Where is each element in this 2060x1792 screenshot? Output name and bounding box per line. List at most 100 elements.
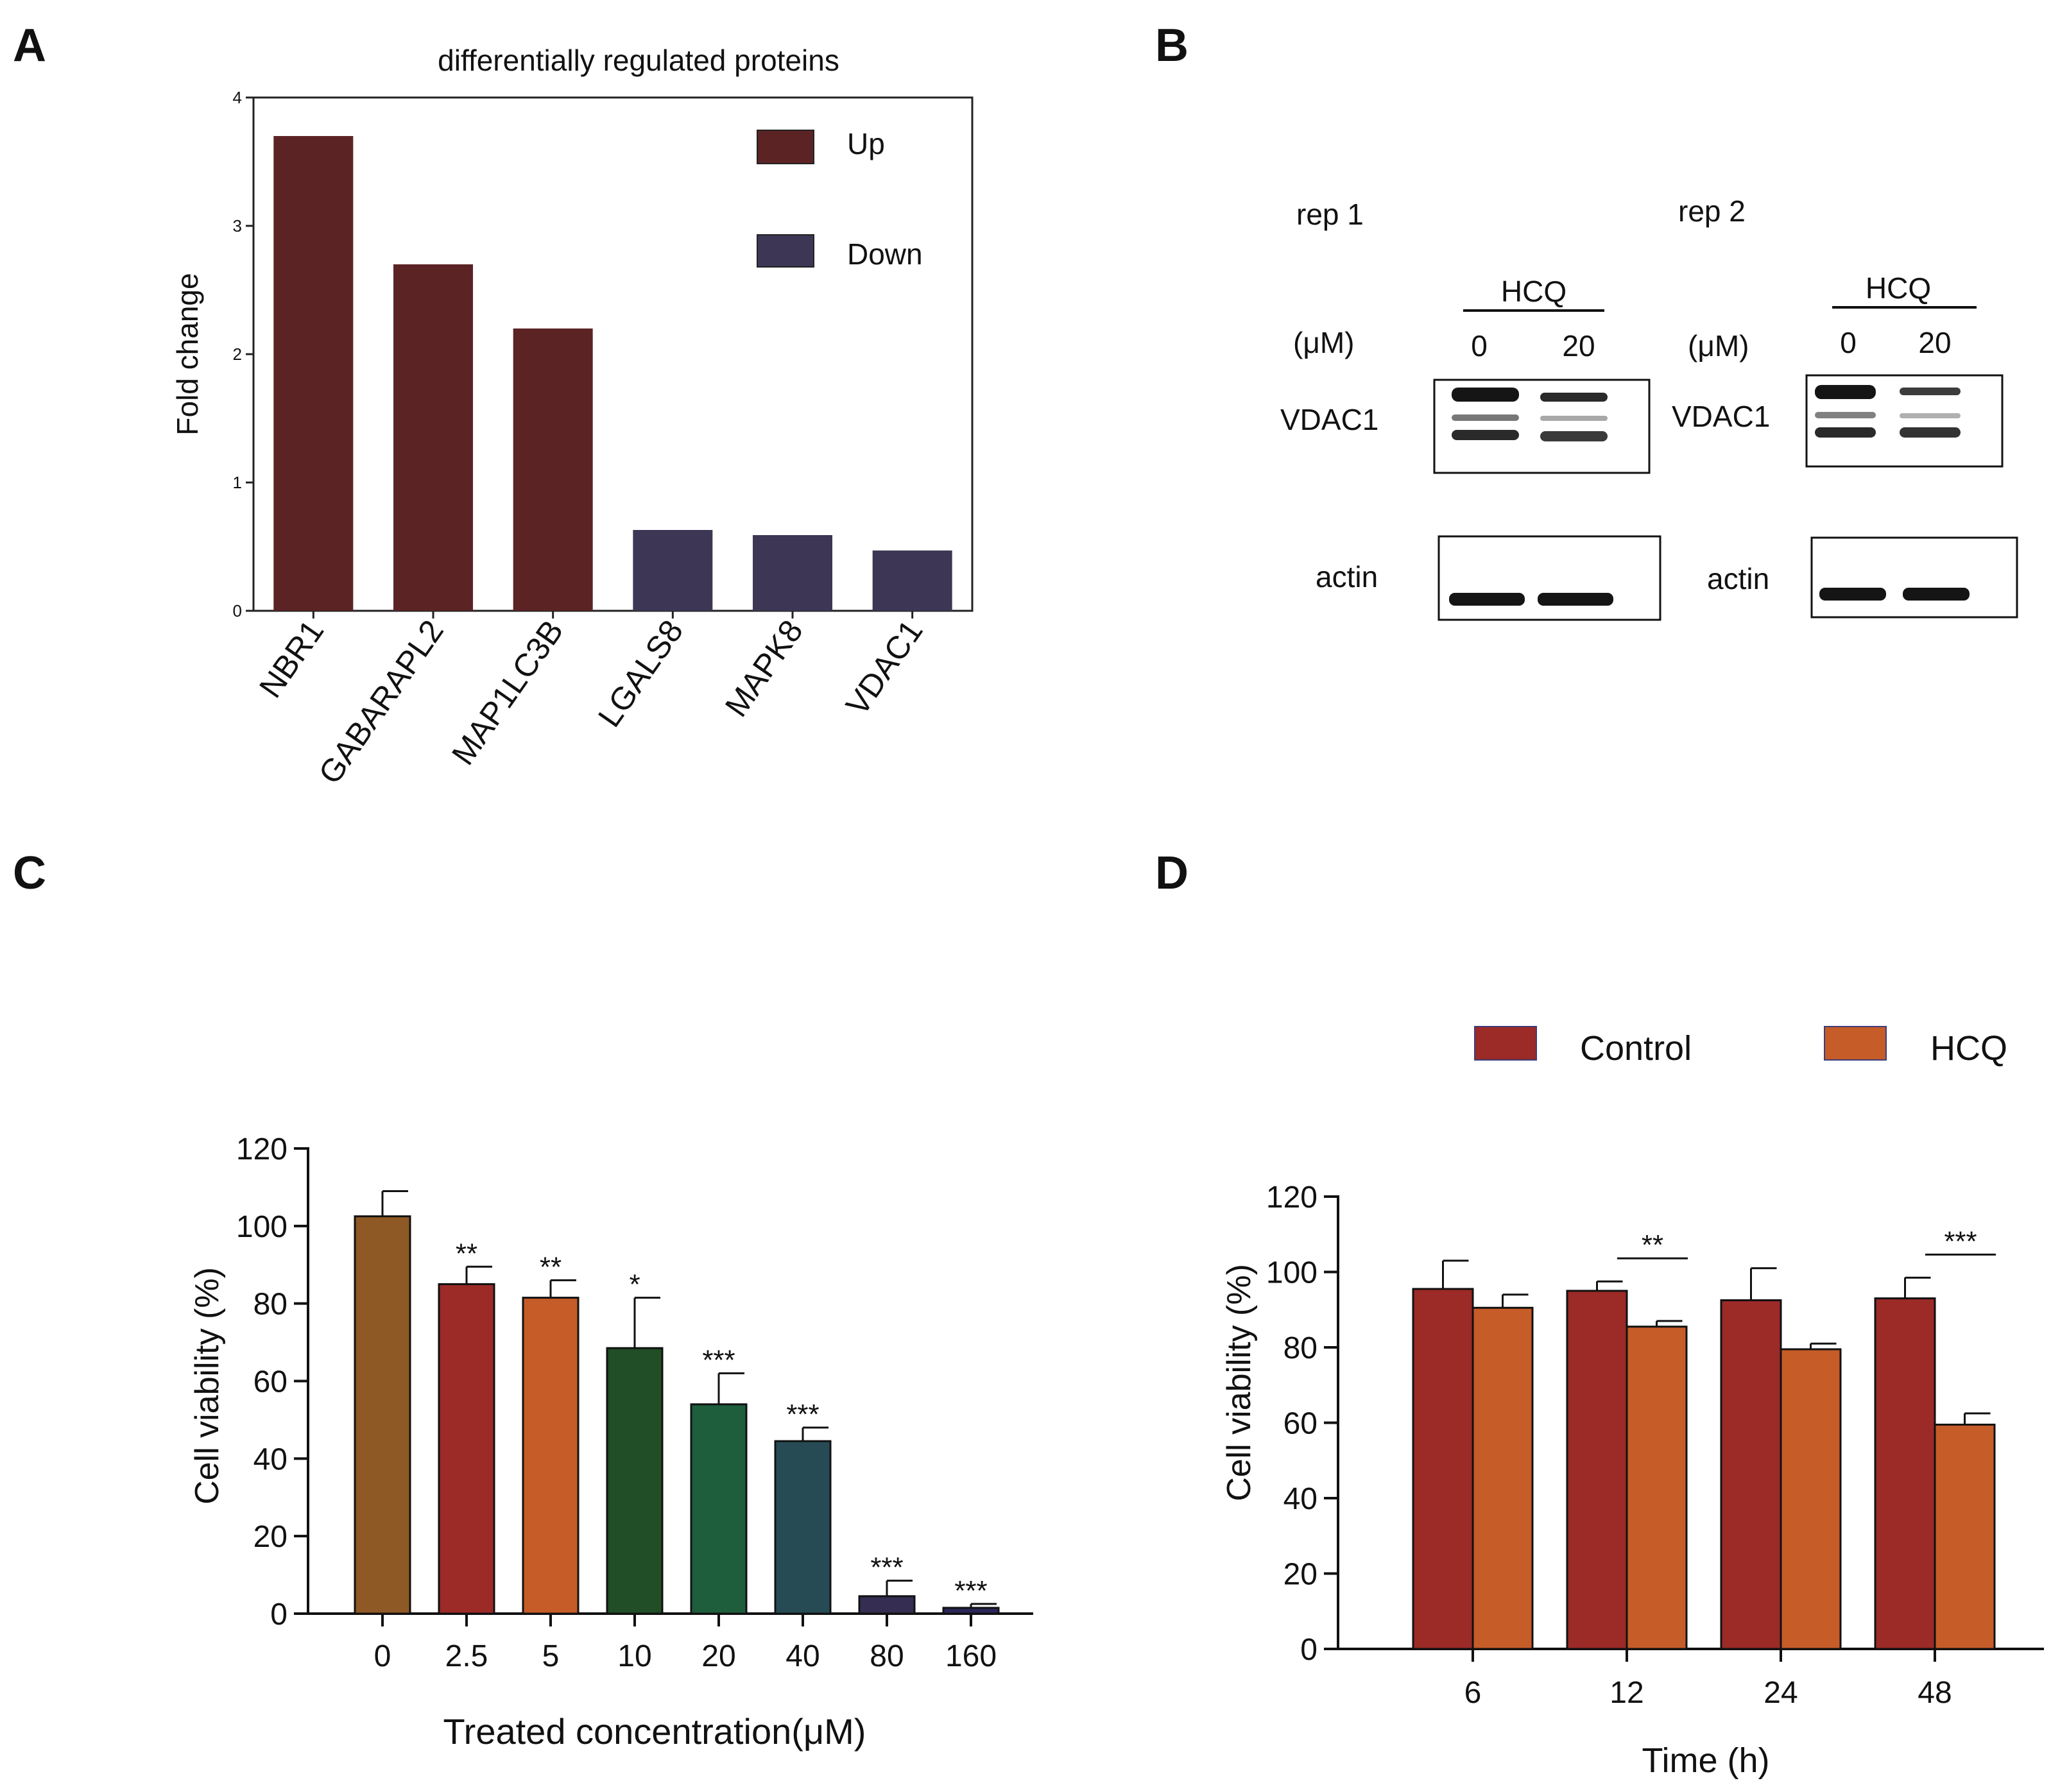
chart-c-xlabel: Treated concentration(μM) [443, 1711, 866, 1752]
y-tick-label: 100 [236, 1210, 288, 1244]
bar-160 [942, 1607, 1000, 1615]
bar-hcq-24h [1780, 1348, 1842, 1650]
x-tick-label: 2.5 [445, 1639, 488, 1673]
x-tick-label: NBR1 [252, 613, 330, 704]
bar-vdac1 [872, 550, 952, 611]
chart-d-ylabel: Cell viability (%) [1221, 1264, 1258, 1501]
bar-control-6h [1412, 1288, 1474, 1650]
chart-a-title: differentially regulated proteins [438, 44, 839, 77]
y-tick-label: 0 [1300, 1633, 1318, 1667]
blot-rep2-unit: (μM) [1688, 329, 1749, 363]
y-tick-label: 60 [253, 1365, 288, 1399]
blot-rep1-dose-20: 20 [1562, 329, 1595, 363]
significance-label: *** [786, 1399, 819, 1430]
bar-80 [858, 1595, 916, 1615]
band [1452, 388, 1519, 402]
band [1540, 416, 1608, 421]
band [1900, 413, 1961, 418]
blot-rep2-dose-0: 0 [1840, 326, 1857, 359]
bar-10 [606, 1347, 664, 1615]
band [1815, 427, 1876, 438]
significance-label: *** [954, 1575, 987, 1607]
y-tick-label: 20 [1283, 1558, 1318, 1592]
significance-label: ** [1642, 1229, 1663, 1261]
band [1538, 593, 1613, 606]
bar-mapk8 [753, 535, 832, 611]
y-tick-label: 4 [233, 88, 242, 107]
significance-label: *** [870, 1552, 903, 1583]
bar-control-48h [1874, 1297, 1936, 1650]
blot-rep2-treatment: HCQ [1866, 271, 1931, 305]
legend-label-control: Control [1580, 1029, 1692, 1068]
blot-rep1-actin-membrane [1438, 535, 1661, 621]
x-tick-label: 6 [1464, 1676, 1482, 1710]
band [1540, 393, 1608, 402]
bar-hcq-6h [1472, 1306, 1534, 1650]
y-tick-label: 80 [253, 1288, 288, 1322]
x-tick-label: 0 [374, 1639, 391, 1673]
y-tick-label: 80 [1283, 1331, 1318, 1365]
x-tick-label: 24 [1764, 1676, 1798, 1710]
y-tick-label: 40 [253, 1442, 288, 1476]
blot-rep2-dose-20: 20 [1918, 326, 1951, 359]
band [1540, 431, 1608, 441]
bar-0 [354, 1215, 411, 1615]
legend-label-down: Down [847, 237, 923, 271]
legend-label-hcq: HCQ [1930, 1029, 2007, 1068]
blot-rep2-label: rep 2 [1678, 194, 1746, 228]
x-tick-label: VDAC1 [839, 613, 930, 722]
x-tick-label: LGALS8 [591, 613, 690, 733]
band [1452, 430, 1519, 440]
x-tick-label: 160 [945, 1639, 997, 1673]
y-tick-label: 0 [233, 601, 242, 620]
band [1449, 593, 1525, 606]
band [1452, 414, 1519, 421]
legend-swatch-down [757, 234, 814, 268]
band [1819, 588, 1886, 601]
significance-label: * [629, 1269, 640, 1301]
blot-rep2-actin-membrane [1810, 536, 2018, 619]
chart-a-frame [252, 96, 974, 612]
panel-label-c: C [13, 848, 46, 899]
bar-5 [522, 1297, 579, 1615]
bar-nbr1 [273, 136, 354, 611]
legend-label-up: Up [847, 127, 885, 160]
chart-d-xlabel: Time (h) [1642, 1741, 1770, 1780]
y-tick-label: 40 [1283, 1482, 1318, 1516]
bar-2.5 [438, 1283, 495, 1615]
bar-lgals8 [633, 530, 713, 611]
blot-rep2-vdac1-membrane [1805, 374, 2004, 468]
blot-rep1-treatment: HCQ [1501, 275, 1566, 308]
y-tick-label: 1 [233, 473, 242, 492]
bar-hcq-12h [1626, 1326, 1688, 1650]
band [1815, 385, 1876, 399]
blot-rep1-dose-0: 0 [1471, 329, 1488, 363]
blot-rep1-actin-label: actin [1316, 560, 1378, 593]
y-tick-label: 3 [233, 216, 242, 235]
bar-control-24h [1720, 1299, 1782, 1650]
panel-label-a: A [13, 20, 46, 71]
x-tick-label: 10 [617, 1639, 651, 1673]
band [1900, 388, 1961, 395]
band [1903, 588, 1970, 601]
y-tick-label: 20 [253, 1520, 288, 1554]
band [1900, 427, 1961, 438]
chart-a-legend: Up Down [757, 127, 923, 271]
legend-swatch-control [1474, 1026, 1537, 1061]
panel-d-chart: Control HCQ Cell viability (%) Time (h) … [1221, 1026, 2044, 1780]
panel-label-d: D [1155, 848, 1189, 899]
bar-map1lc3b [513, 329, 593, 611]
significance-label: ** [456, 1238, 477, 1269]
x-tick-label: 48 [1918, 1676, 1952, 1710]
y-tick-label: 100 [1266, 1256, 1318, 1290]
legend-swatch-up [757, 130, 814, 164]
blot-rep1-unit: (μM) [1293, 326, 1354, 359]
x-tick-label: 5 [542, 1639, 560, 1673]
chart-c-ylabel: Cell viability (%) [189, 1267, 226, 1505]
x-tick-label: 40 [785, 1639, 820, 1673]
significance-label: *** [702, 1344, 735, 1376]
panel-a-chart: differentially regulated proteins Fold c… [171, 44, 974, 790]
panel-c-chart: Cell viability (%) Treated concentration… [189, 1132, 1033, 1752]
blot-rep1-label: rep 1 [1296, 198, 1364, 231]
bar-hcq-48h [1934, 1423, 1996, 1650]
